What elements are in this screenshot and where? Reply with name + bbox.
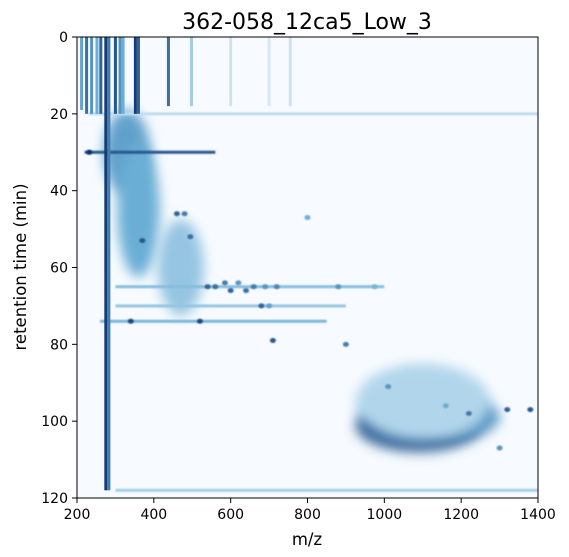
y-tick-label: 20 — [50, 107, 68, 123]
heatmap-spot — [212, 284, 219, 290]
x-tick-label: 600 — [217, 507, 244, 523]
heatmap-line — [80, 37, 84, 110]
x-tick-label: 1000 — [367, 507, 403, 523]
heatmap-cells — [80, 37, 538, 492]
heatmap-spot — [181, 211, 188, 217]
heatmap-line — [118, 37, 122, 114]
heatmap-blob — [117, 142, 160, 278]
y-tick-label: 40 — [50, 184, 68, 200]
heatmap-line — [189, 37, 193, 107]
heatmap-spot — [442, 403, 449, 409]
heatmap-line — [133, 37, 137, 114]
heatmap-spot — [86, 149, 93, 155]
y-tick-label: 80 — [50, 337, 68, 353]
heatmap-line — [95, 37, 99, 114]
heatmap-spot — [273, 284, 280, 290]
heatmap-spot — [262, 284, 269, 290]
heatmap-spot — [227, 288, 234, 294]
heatmap-spot — [266, 303, 273, 309]
heatmap-spot — [204, 284, 211, 290]
heatmap-spot — [196, 318, 203, 324]
x-tick-label: 1400 — [520, 507, 556, 523]
heatmap-spot — [504, 407, 511, 413]
heatmap-line — [99, 37, 103, 114]
heatmap-line — [136, 37, 140, 114]
x-tick-label: 1200 — [443, 507, 479, 523]
heatmap-line — [229, 37, 233, 107]
heatmap-line — [90, 37, 94, 114]
heatmap-line — [267, 37, 271, 107]
chart-title: 362-058_12ca5_Low_3 — [182, 10, 432, 35]
heatmap-spot — [465, 410, 472, 416]
heatmap-line — [85, 37, 89, 114]
heatmap-line — [166, 37, 170, 107]
heatmap-band — [115, 304, 346, 308]
heatmap-spot — [269, 337, 276, 343]
heatmap-spot — [385, 384, 392, 390]
heatmap-spot — [342, 341, 349, 347]
heatmap-spot — [335, 284, 342, 290]
heatmap-line — [288, 37, 292, 107]
heatmap-spot — [243, 288, 250, 294]
x-axis-label: m/z — [292, 530, 322, 549]
y-tick-label: 120 — [41, 491, 68, 507]
y-tick-label: 100 — [41, 414, 68, 430]
heatmap-band — [84, 150, 216, 154]
x-tick-label: 400 — [140, 507, 167, 523]
y-axis-label: retention time (min) — [11, 183, 30, 350]
heatmap-band — [115, 285, 385, 289]
heatmap-blob — [355, 363, 490, 441]
heatmap-spot — [496, 445, 503, 451]
heatmap-spot — [187, 234, 194, 240]
heatmap-spot — [235, 280, 242, 286]
x-tick-label: 200 — [64, 507, 91, 523]
y-axis: 0 20 40 60 80 100 120 — [41, 30, 77, 507]
heatmap-line — [107, 37, 111, 491]
heatmap-line — [121, 37, 125, 114]
heatmap-spot — [127, 318, 134, 324]
heatmap-spot — [173, 211, 180, 217]
x-axis: 200 400 600 800 1000 1200 1400 — [64, 498, 556, 523]
heatmap-line — [104, 37, 108, 491]
heatmap-spot — [371, 284, 378, 290]
heatmap-blob — [157, 219, 204, 316]
heatmap-band — [100, 319, 327, 323]
heatmap-spot — [250, 284, 257, 290]
y-tick-label: 60 — [50, 261, 68, 277]
heatmap-spot — [139, 238, 146, 244]
y-tick-label: 0 — [59, 30, 68, 46]
heatmap-spot — [258, 303, 265, 309]
x-tick-label: 800 — [294, 507, 321, 523]
heatmap-band — [88, 112, 538, 116]
heatmap-band — [115, 488, 538, 492]
heatmap-spot — [221, 280, 228, 286]
heatmap-spot — [304, 215, 311, 221]
heatmap-line — [113, 37, 117, 114]
heatmap-spot — [527, 407, 534, 413]
